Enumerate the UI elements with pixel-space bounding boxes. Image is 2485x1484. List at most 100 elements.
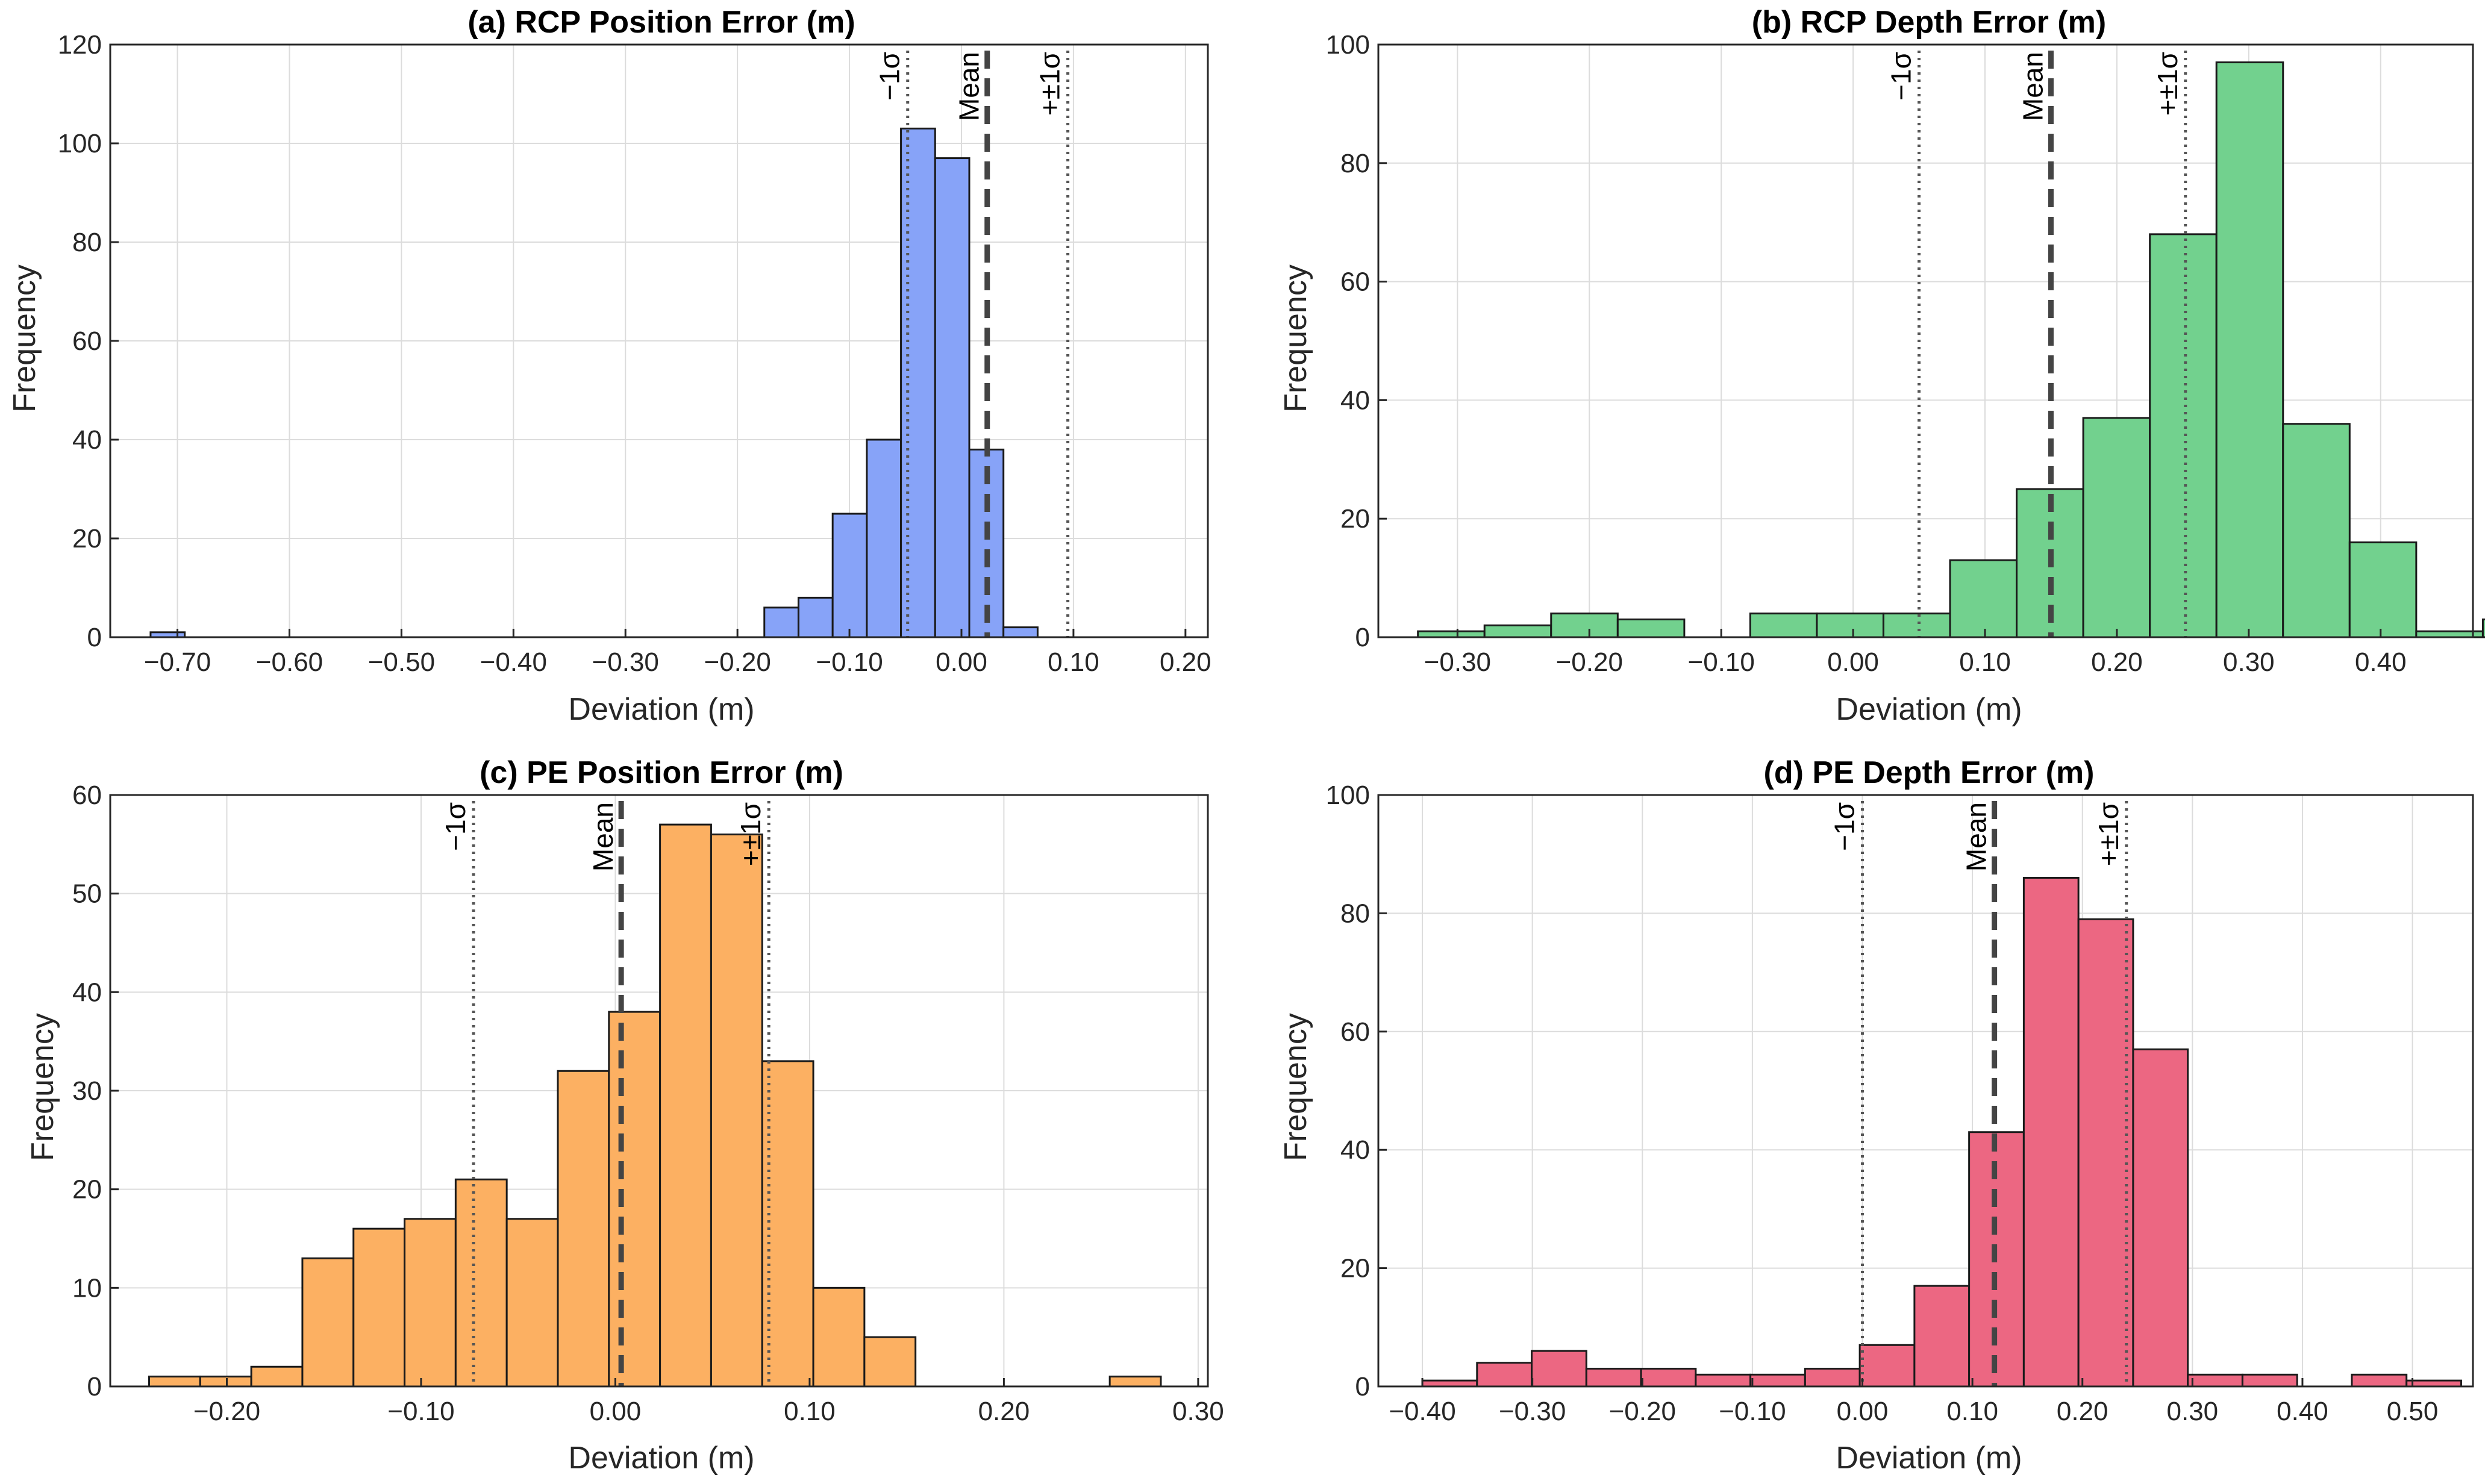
panel-a-xtick-label-0: −0.70: [144, 647, 211, 677]
panel-d-bar-2: [1531, 1350, 1587, 1388]
panel-d-bar-6: [1749, 1373, 1806, 1388]
panel-b-xtick-label-5: 0.20: [2091, 647, 2143, 677]
panel-b-xtick-label-7: 0.40: [2355, 647, 2407, 677]
panel-d-xlabel: Deviation (m): [1836, 1441, 2022, 1476]
panel-c-pe-position-error: (c) PE Position Error (m) Deviation (m) …: [25, 755, 1224, 1476]
panel-b-bar-2: [1550, 613, 1619, 638]
panel-b-ylabel: Frequency: [1278, 264, 1313, 413]
panel-d-bar-16: [2351, 1373, 2408, 1388]
panel-a-xtick-label-3: −0.40: [480, 647, 547, 677]
panel-d-xtick-label-4: 0.00: [1837, 1397, 1889, 1426]
panel-a-bar-1: [763, 606, 799, 638]
panel-a-ytick-label-0: 0: [87, 623, 102, 652]
panel-c-xtick-label-0: −0.20: [193, 1397, 260, 1426]
panel-c-xtick-label-1: −0.10: [387, 1397, 454, 1426]
panel-d-xtick-label-1: −0.30: [1499, 1397, 1566, 1426]
panel-d-vline-label-0: −1σ: [1828, 802, 1860, 851]
panel-a-xtick-label-8: 0.10: [1048, 647, 1099, 677]
panel-d-bar-5: [1695, 1373, 1752, 1388]
panel-c-ytick-label-4: 40: [72, 977, 102, 1007]
panel-a-xtick-label-4: −0.30: [592, 647, 659, 677]
panel-d-title: (d) PE Depth Error (m): [1764, 755, 2095, 790]
panel-d-bar-14: [2187, 1373, 2243, 1388]
panel-a-ylabel: Frequency: [7, 264, 42, 413]
panel-c-ytick-label-2: 20: [72, 1175, 102, 1205]
panel-c-bar-1: [199, 1376, 252, 1388]
panel-b-ytick-label-0: 0: [1355, 623, 1370, 652]
panel-d-bar-11: [2022, 876, 2080, 1388]
panel-d-xtick-label-6: 0.20: [2057, 1397, 2108, 1426]
panel-b-xtick-label-2: −0.10: [1688, 647, 1755, 677]
panel-c-bar-6: [454, 1178, 508, 1388]
panel-b-bar-9: [2082, 417, 2151, 638]
panel-d-axes-frame: [1377, 794, 2474, 1388]
panel-c-bar-14: [863, 1336, 917, 1388]
panel-c-bar-5: [404, 1218, 457, 1388]
panel-b-vline-label-2: +±1σ: [2152, 52, 2183, 116]
panel-c-bar-11: [710, 833, 763, 1388]
panel-c-vline-label-2: +±1σ: [735, 802, 766, 866]
panel-c-bar-9: [608, 1011, 661, 1388]
panel-a-ytick-label-1: 20: [72, 524, 102, 553]
panel-a-vline-label-2: +±1σ: [1034, 52, 1066, 116]
panel-a-ytick-label-6: 120: [58, 30, 102, 60]
panel-a-bar-6: [934, 157, 971, 638]
panel-a-bar-4: [866, 438, 902, 638]
panel-d-ytick-label-4: 80: [1340, 899, 1370, 928]
panel-a-title: (a) RCP Position Error (m): [467, 5, 855, 40]
panel-b-ytick-label-3: 60: [1340, 267, 1370, 297]
panel-a-bar-3: [831, 513, 868, 638]
panel-c-bar-0: [148, 1376, 201, 1388]
panel-b-ytick-label-2: 40: [1340, 385, 1370, 415]
panel-a-ytick-label-5: 100: [58, 129, 102, 158]
panel-d-vline-label-1: Mean: [1961, 802, 1992, 871]
panel-a-xtick-label-7: 0.00: [936, 647, 987, 677]
panel-c-ytick-label-1: 10: [72, 1273, 102, 1303]
panel-a-ytick-label-4: 80: [72, 228, 102, 257]
panel-b-vline-label-1: Mean: [2017, 52, 2048, 121]
panel-a-xtick-label-2: −0.50: [368, 647, 435, 677]
panel-b-xtick-label-6: 0.30: [2223, 647, 2275, 677]
panel-c-xtick-label-2: 0.00: [590, 1397, 642, 1426]
panel-b-bar-12: [2282, 423, 2351, 638]
panel-d-xtick-label-0: −0.40: [1389, 1397, 1455, 1426]
panel-b-ytick-label-4: 80: [1340, 149, 1370, 178]
panel-d-xtick-label-5: 0.10: [1946, 1397, 1998, 1426]
panel-b-ytick-label-5: 100: [1326, 30, 1370, 60]
panel-a-bar-8: [1002, 626, 1039, 638]
panel-d-xtick-label-7: 0.30: [2167, 1397, 2219, 1426]
panel-c-bar-15: [1108, 1376, 1162, 1388]
panel-a-xtick-label-1: −0.60: [256, 647, 323, 677]
panel-d-ytick-label-5: 100: [1326, 781, 1370, 810]
panel-d-bar-9: [1913, 1285, 1971, 1388]
panel-c-ytick-label-0: 0: [87, 1372, 102, 1401]
panel-c-xlabel: Deviation (m): [568, 1441, 754, 1476]
panel-d-bar-13: [2132, 1048, 2189, 1388]
panel-a-xlabel: Deviation (m): [568, 692, 754, 727]
panel-c-ytick-label-5: 50: [72, 879, 102, 909]
panel-a-ytick-label-2: 40: [72, 425, 102, 455]
panel-c-title: (c) PE Position Error (m): [480, 755, 843, 790]
panel-d-ytick-label-3: 60: [1340, 1017, 1370, 1047]
panel-b-bar-11: [2215, 61, 2284, 638]
panel-b-rcp-depth-error: (b) RCP Depth Error (m) Deviation (m) Fr…: [1278, 5, 2485, 727]
panel-a-rcp-position-error: (a) RCP Position Error (m) Deviation (m)…: [7, 5, 1211, 727]
panel-d-vline-label-2: +±1σ: [2093, 802, 2124, 866]
panel-c-xtick-label-4: 0.20: [978, 1397, 1030, 1426]
panel-d-xtick-label-9: 0.50: [2387, 1397, 2439, 1426]
panel-b-bar-6: [1882, 613, 1951, 638]
panel-d-bar-4: [1640, 1368, 1697, 1388]
panel-a-bar-2: [797, 596, 834, 638]
panel-c-bar-10: [659, 823, 712, 1388]
panel-c-bar-7: [505, 1218, 559, 1388]
panel-c-ylabel: Frequency: [25, 1013, 60, 1161]
panel-b-bar-4: [1749, 613, 1818, 638]
panel-c-vline-label-0: −1σ: [440, 802, 471, 851]
panel-d-pe-depth-error: (d) PE Depth Error (m) Deviation (m) Fre…: [1278, 755, 2474, 1476]
panel-d-ytick-label-0: 0: [1355, 1372, 1370, 1401]
panel-b-bar-3: [1616, 618, 1686, 638]
panel-c-bar-8: [557, 1070, 610, 1388]
panel-c-xtick-label-3: 0.10: [784, 1397, 836, 1426]
panel-b-xtick-label-1: −0.20: [1556, 647, 1623, 677]
